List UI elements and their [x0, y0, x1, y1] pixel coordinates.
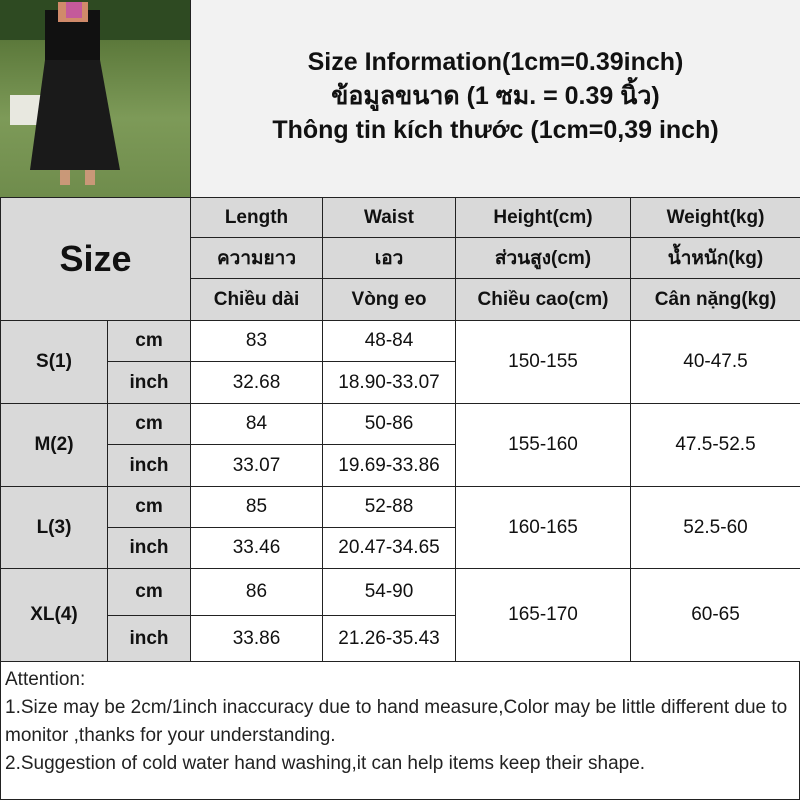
product-photo: [0, 0, 190, 197]
weight-cell: 47.5-52.5: [630, 403, 800, 487]
weight-cell: 52.5-60: [630, 486, 800, 569]
column-header-th: ส่วนสูง(cm): [455, 237, 631, 279]
weight-cell: 40-47.5: [630, 320, 800, 404]
length-inch-cell: 32.68: [190, 361, 323, 404]
height-cell: 165-170: [455, 568, 631, 662]
size-label: L(3): [0, 486, 108, 569]
unit-label-cm: cm: [107, 320, 191, 362]
height-cell: 155-160: [455, 403, 631, 487]
column-header-en: Weight(kg): [630, 197, 800, 238]
unit-label-cm: cm: [107, 403, 191, 445]
length-inch-cell: 33.86: [190, 615, 323, 662]
length-cm-cell: 85: [190, 486, 323, 528]
waist-cm-cell: 48-84: [322, 320, 456, 362]
size-label: S(1): [0, 320, 108, 404]
waist-inch-cell: 18.90-33.07: [322, 361, 456, 404]
title-english: Size Information(1cm=0.39inch): [307, 48, 684, 76]
waist-cm-cell: 50-86: [322, 403, 456, 445]
waist-cm-cell: 52-88: [322, 486, 456, 528]
column-header-vi: Chiều cao(cm): [455, 278, 631, 321]
column-header-th: เอว: [322, 237, 456, 279]
unit-label-cm: cm: [107, 486, 191, 528]
unit-label-cm: cm: [107, 568, 191, 616]
unit-label-inch: inch: [107, 527, 191, 569]
height-cell: 160-165: [455, 486, 631, 569]
size-label: XL(4): [0, 568, 108, 662]
size-header: Size: [0, 197, 191, 321]
column-header-en: Height(cm): [455, 197, 631, 238]
column-header-vi: Vòng eo: [322, 278, 456, 321]
unit-label-inch: inch: [107, 444, 191, 487]
length-cm-cell: 86: [190, 568, 323, 616]
model-in-skirt-image: [0, 0, 190, 185]
waist-inch-cell: 19.69-33.86: [322, 444, 456, 487]
title-thai: ข้อมูลขนาด (1 ซม. = 0.39 นิ้ว): [331, 82, 660, 110]
attention-notes: Attention: 1.Size may be 2cm/1inch inacc…: [0, 661, 800, 800]
column-header-vi: Cân nặng(kg): [630, 278, 800, 321]
length-cm-cell: 84: [190, 403, 323, 445]
length-inch-cell: 33.07: [190, 444, 323, 487]
size-label: M(2): [0, 403, 108, 487]
length-cm-cell: 83: [190, 320, 323, 362]
column-header-en: Length: [190, 197, 323, 238]
unit-label-inch: inch: [107, 361, 191, 404]
waist-cm-cell: 54-90: [322, 568, 456, 616]
column-header-vi: Chiều dài: [190, 278, 323, 321]
column-header-th: ความยาว: [190, 237, 323, 279]
attention-note-1: 1.Size may be 2cm/1inch inaccuracy due t…: [5, 697, 788, 746]
attention-note-2: 2.Suggestion of cold water hand washing,…: [5, 753, 646, 774]
column-header-en: Waist: [322, 197, 456, 238]
waist-inch-cell: 21.26-35.43: [322, 615, 456, 662]
title-vietnamese: Thông tin kích thước (1cm=0,39 inch): [272, 116, 719, 144]
column-header-th: น้ำหนัก(kg): [630, 237, 800, 279]
weight-cell: 60-65: [630, 568, 800, 662]
size-information-title: Size Information(1cm=0.39inch) ข้อมูลขนา…: [190, 0, 800, 197]
waist-inch-cell: 20.47-34.65: [322, 527, 456, 569]
attention-heading: Attention:: [5, 669, 86, 690]
length-inch-cell: 33.46: [190, 527, 323, 569]
unit-label-inch: inch: [107, 615, 191, 662]
height-cell: 150-155: [455, 320, 631, 404]
